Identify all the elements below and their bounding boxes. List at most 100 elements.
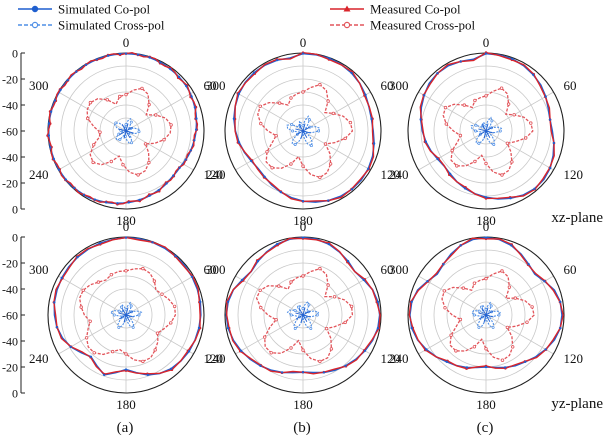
angle-label: 300 [29,262,49,277]
marker-simulated-co-pol [252,71,256,74]
marker-simulated-co-pol [64,178,68,181]
radial-axis: 0 -20 -40 -60 -40 -20 0 [2,231,25,401]
marker-simulated-cross-pol [308,118,311,122]
simulated-cross-pol-spike [479,314,487,320]
simulated-cross-pol-spike [485,314,494,318]
marker-simulated-co-pol [89,355,93,358]
marker-simulated-co-pol [511,57,514,61]
marker-simulated-co-pol [53,99,57,102]
angle-label: 300 [206,262,226,277]
marker-simulated-cross-pol [290,123,294,126]
marker-measured-cross-pol [301,274,305,278]
simulated-cross-pol-spike [295,128,304,132]
angle-label: 300 [206,78,226,93]
simulated-cross-pol-spike [123,314,127,323]
radial-tick-label: 0 [12,387,18,401]
simulated-cross-pol-spike [125,130,134,134]
marker-simulated-cross-pol [293,308,297,312]
legend-item: Simulated Co-pol [18,2,150,17]
marker-measured-cross-pol [510,160,514,164]
marker-simulated-co-pol [419,118,422,121]
marker-simulated-co-pol [136,53,140,56]
marker-simulated-co-pol [459,60,462,63]
legend-marker [31,21,39,29]
marker-simulated-co-pol [424,140,427,143]
marker-simulated-co-pol [93,198,97,201]
marker-simulated-co-pol [66,78,69,82]
marker-simulated-cross-pol [474,123,478,127]
marker-measured-cross-pol [511,345,515,349]
marker-simulated-co-pol [47,122,51,125]
marker-measured-cross-pol [472,281,477,285]
angle-label: 300 [29,78,49,93]
angle-label: 180 [476,213,496,228]
radial-tick-label: -20 [2,361,18,375]
marker-measured-cross-pol [505,325,510,330]
marker-simulated-co-pol [226,300,230,303]
marker-measured-cross-pol [499,86,504,90]
marker-simulated-co-pol [60,276,63,280]
marker-measured-cross-pol [484,276,488,281]
simulated-cross-pol-spike [296,314,304,320]
marker-simulated-co-pol [73,186,76,190]
angle-label: 120 [204,351,224,366]
marker-simulated-co-pol [195,128,198,131]
marker-simulated-co-pol [344,364,347,367]
polar-panel: 0 60 120 180 240 300 [206,219,400,412]
simulated-cross-pol-spike [481,124,487,132]
simulated-cross-pol-spike [121,308,127,316]
marker-simulated-co-pol [301,371,305,374]
marker-measured-cross-pol [172,304,177,309]
marker-simulated-co-pol [322,371,326,374]
marker-simulated-cross-pol [491,325,495,329]
grid-spoke [485,91,554,132]
radial-tick-label: -60 [2,125,18,139]
legend-label: Measured Cross-pol [370,18,475,33]
marker-measured-cross-pol [343,136,347,141]
marker-simulated-co-pol [346,260,350,263]
marker-simulated-co-pol [159,61,162,64]
angle-label: 180 [116,213,136,228]
marker-measured-cross-pol [525,320,529,324]
marker-simulated-co-pol [59,88,62,92]
marker-measured-cross-pol [105,98,109,102]
simulated-cross-pol-spike [295,312,304,316]
marker-simulated-cross-pol [474,129,478,133]
marker-measured-cross-pol [301,164,305,168]
angle-label: 240 [389,351,409,366]
angle-label: 240 [206,167,226,182]
grid-spoke [418,275,487,316]
marker-simulated-co-pol [370,117,373,121]
angle-label: 180 [293,397,313,412]
marker-simulated-co-pol [127,201,130,204]
angle-label: 0 [483,35,490,50]
marker-simulated-co-pol [484,52,488,55]
simulated-cross-pol-spike [302,307,306,316]
polar-panels: 0 60 120 180 240 300 0 60 120 180 240 300 0 60 120 180 2… [29,35,583,412]
marker-measured-cross-pol [289,96,293,100]
radial-tick-label: 0 [12,47,18,61]
marker-simulated-co-pol [362,278,365,282]
marker-simulated-co-pol [276,242,279,246]
marker-measured-cross-pol [263,335,267,339]
angle-label: 120 [381,351,401,366]
radial-tick-label: -40 [2,151,18,165]
simulated-cross-pol-spike [302,130,308,138]
simulated-cross-pol-spike [125,307,129,316]
marker-measured-cross-pol [265,150,269,154]
marker-measured-cross-pol [98,130,102,134]
marker-simulated-co-pol [263,175,266,178]
marker-simulated-co-pol [250,159,253,163]
marker-simulated-co-pol [177,75,181,79]
marker-measured-cross-pol [332,295,337,299]
marker-simulated-cross-pol [479,305,483,309]
marker-measured-cross-pol [91,160,95,165]
radial-tick-label: -20 [2,257,18,271]
marker-simulated-co-pol [107,54,110,57]
marker-simulated-co-pol [69,345,73,349]
angle-label: 120 [381,167,401,182]
marker-simulated-co-pol [53,301,56,304]
angle-label: 300 [389,78,409,93]
marker-simulated-co-pol [436,72,439,75]
marker-simulated-co-pol [445,360,448,363]
